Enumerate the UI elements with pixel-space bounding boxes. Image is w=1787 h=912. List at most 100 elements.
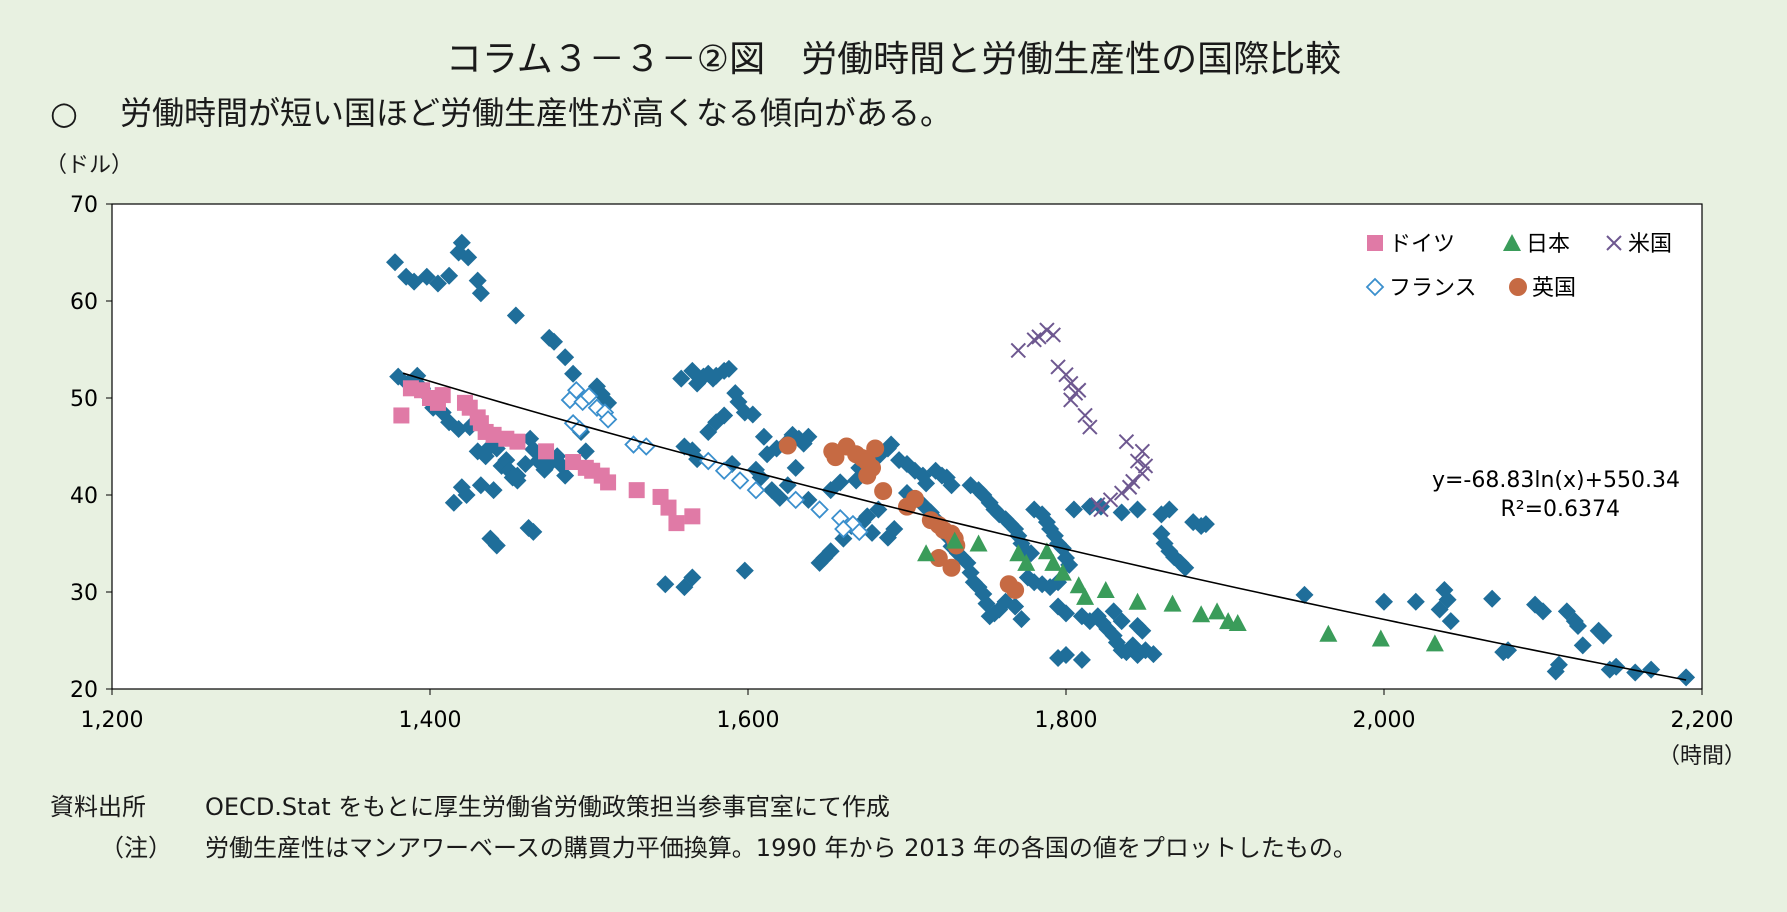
data-point xyxy=(885,519,904,538)
data-point xyxy=(1128,500,1147,519)
data-point xyxy=(754,427,773,446)
trend-layer xyxy=(402,372,1687,681)
trendline-r2: R²=0.6374 xyxy=(1500,497,1620,522)
y-tick-label: 70 xyxy=(70,193,98,218)
x-tick-label: 1,800 xyxy=(1035,708,1098,733)
data-point xyxy=(509,433,526,450)
note-label: （注） xyxy=(100,834,172,862)
data-point xyxy=(799,427,818,446)
source-text: OECD.Stat をもとに厚生労働省労働政策担当参事官室にて作成 xyxy=(205,793,890,821)
data-point xyxy=(600,474,617,491)
data-point xyxy=(730,471,750,490)
data-point xyxy=(1121,479,1138,495)
data-point xyxy=(1375,592,1393,611)
data-point xyxy=(1594,626,1613,645)
data-point xyxy=(1057,604,1075,623)
x-axis-unit: （時間） xyxy=(1658,744,1747,769)
data-point xyxy=(1045,327,1061,343)
data-point xyxy=(1026,332,1042,348)
data-point xyxy=(393,407,410,424)
data-point xyxy=(917,544,936,562)
data-point xyxy=(1017,553,1036,571)
bullet-icon: ○ xyxy=(50,94,78,132)
data-point xyxy=(1093,501,1109,518)
data-point xyxy=(434,387,451,404)
data-point xyxy=(1144,645,1163,664)
trendline xyxy=(402,372,1687,681)
legend-marker xyxy=(1606,235,1622,251)
data-point xyxy=(874,482,893,501)
data-point xyxy=(471,476,490,495)
data-point xyxy=(831,473,850,492)
y-tick-label: 20 xyxy=(70,678,98,703)
data-point xyxy=(444,493,463,512)
data-point xyxy=(506,306,525,325)
y-tick-label: 40 xyxy=(70,484,98,509)
data-point xyxy=(1064,500,1083,519)
data-point xyxy=(576,442,595,461)
data-point xyxy=(1677,668,1696,687)
data-point xyxy=(1192,605,1211,623)
legend-label: フランス xyxy=(1389,276,1477,301)
data-point xyxy=(858,507,877,526)
data-point xyxy=(942,558,961,577)
data-point xyxy=(786,490,805,510)
data-point xyxy=(858,466,877,485)
legend-marker xyxy=(1509,278,1527,296)
data-point xyxy=(656,575,675,594)
data-point xyxy=(1129,453,1146,469)
data-point xyxy=(683,568,702,587)
data-point xyxy=(778,436,797,455)
data-point xyxy=(770,488,789,507)
data-point xyxy=(1163,594,1182,612)
data-point xyxy=(428,274,447,293)
data-point xyxy=(942,476,961,495)
legend-label: ドイツ xyxy=(1389,232,1455,257)
data-point xyxy=(1037,542,1056,560)
chart-subtitle: ○ 労働時間が短い国ほど労働生産性が高くなる傾向がある。 xyxy=(50,88,952,134)
subtitle-text: 労働時間が短い国ほど労働生産性が高くなる傾向がある。 xyxy=(120,94,953,132)
data-point xyxy=(487,536,506,555)
y-tick-label: 50 xyxy=(70,387,98,412)
data-point xyxy=(1039,322,1055,338)
data-point xyxy=(468,271,487,290)
data-point xyxy=(882,435,901,454)
data-point xyxy=(452,233,471,252)
data-point xyxy=(545,332,564,351)
y-tick-label: 60 xyxy=(70,290,98,315)
data-point xyxy=(1152,505,1171,524)
data-point xyxy=(516,454,535,473)
data-point xyxy=(508,471,527,490)
data-point xyxy=(1137,458,1154,474)
legend-label: 英国 xyxy=(1532,276,1576,301)
legend-marker xyxy=(1367,235,1383,251)
data-point xyxy=(1058,367,1074,383)
note-line: （注） 労働生産性はマンアワーベースの購買力平価換算。1990 年から 2013 … xyxy=(100,828,1357,863)
data-point xyxy=(598,410,618,429)
data-point xyxy=(1228,614,1247,632)
legend-marker xyxy=(1503,234,1521,251)
legend-marker xyxy=(1365,277,1385,297)
data-point xyxy=(1406,592,1425,611)
data-point xyxy=(1319,624,1338,642)
data-point xyxy=(386,253,405,272)
data-point xyxy=(799,490,818,509)
data-point xyxy=(556,348,575,367)
data-point xyxy=(786,458,805,477)
data-point xyxy=(1113,485,1130,501)
x-tick-label: 2,000 xyxy=(1353,708,1416,733)
data-point xyxy=(565,454,582,471)
data-point xyxy=(1133,621,1152,640)
data-point xyxy=(969,534,988,552)
data-point xyxy=(746,480,766,500)
data-point xyxy=(459,248,478,267)
data-point xyxy=(1483,589,1502,608)
data-point xyxy=(778,476,797,495)
data-point xyxy=(866,439,885,458)
data-point xyxy=(834,519,853,539)
trendline-equation: y=-68.83ln(x)+550.34 xyxy=(1432,468,1680,493)
data-point xyxy=(1067,385,1084,401)
data-point xyxy=(1044,553,1063,571)
